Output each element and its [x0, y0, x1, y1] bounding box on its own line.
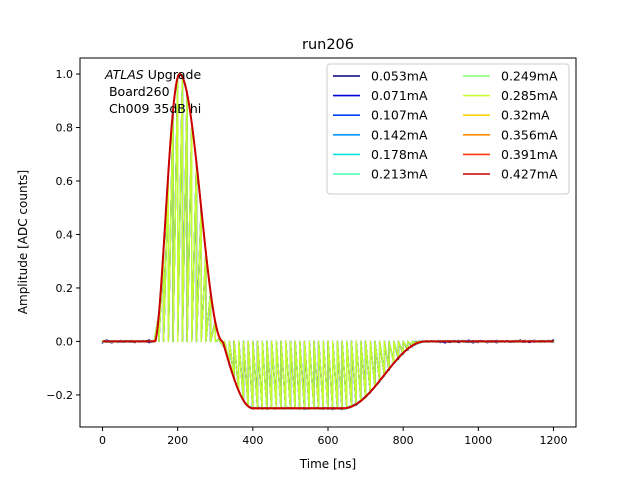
legend: 0.053mA 0.071mA 0.107mA 0.142mA 0.178mA 0.213…: [326, 63, 570, 195]
legend-label-0.356mA: 0.356mA: [501, 127, 558, 142]
annotation-atlas: ATLAS: [104, 67, 144, 82]
chart-title: run206: [302, 37, 354, 53]
legend-label-0.285mA: 0.285mA: [501, 88, 558, 103]
y-tick-label: −0.2: [46, 389, 73, 402]
x-tick-label: 0: [99, 434, 106, 447]
x-tick-label: 800: [393, 434, 414, 447]
y-tick-label: 0.2: [56, 282, 74, 295]
x-axis-label: Time [ns]: [299, 457, 356, 471]
legend-label-0.249mA: 0.249mA: [501, 69, 558, 84]
legend-box: [326, 63, 570, 195]
y-axis-label: Amplitude [ADC counts]: [16, 170, 30, 314]
x-tick-label: 400: [242, 434, 263, 447]
series-layer: [101, 72, 555, 411]
atlas-annotation: ATLAS Upgrade Board260 Ch009 35dB hi: [104, 67, 201, 116]
annotation-upgrade: Upgrade: [144, 67, 202, 82]
x-tick-label: 600: [318, 434, 339, 447]
y-tick-label: 0.4: [56, 228, 74, 241]
legend-label-0.142mA: 0.142mA: [371, 127, 428, 142]
y-tick-label: 0.8: [56, 122, 74, 135]
y-tick-label: 0.6: [56, 175, 74, 188]
legend-label-0.053mA: 0.053mA: [371, 69, 428, 84]
x-tick-label: 1000: [464, 434, 492, 447]
legend-label-0.071mA: 0.071mA: [371, 88, 428, 103]
series-line-0.427mA: [102, 73, 554, 410]
y-axis: −0.2 0.0 0.2 0.4 0.6 0.8 1.0: [46, 68, 80, 402]
legend-label-0.213mA: 0.213mA: [371, 167, 428, 182]
svg-text:ATLAS Upgrade: ATLAS Upgrade: [104, 67, 201, 82]
y-tick-label: 0.0: [56, 335, 74, 348]
annotation-board: Board260: [105, 84, 170, 99]
x-tick-label: 200: [167, 434, 188, 447]
x-axis: 0 200 400 600 800 1000 1200: [99, 427, 567, 447]
annotation-channel: Ch009 35dB hi: [105, 101, 201, 116]
legend-label-0.178mA: 0.178mA: [371, 147, 428, 162]
legend-label-0.427mA: 0.427mA: [501, 167, 558, 182]
legend-label-0.32mA: 0.32mA: [501, 108, 550, 123]
legend-label-0.107mA: 0.107mA: [371, 108, 428, 123]
y-tick-label: 1.0: [56, 68, 74, 81]
legend-label-0.391mA: 0.391mA: [501, 147, 558, 162]
x-tick-label: 1200: [539, 434, 567, 447]
